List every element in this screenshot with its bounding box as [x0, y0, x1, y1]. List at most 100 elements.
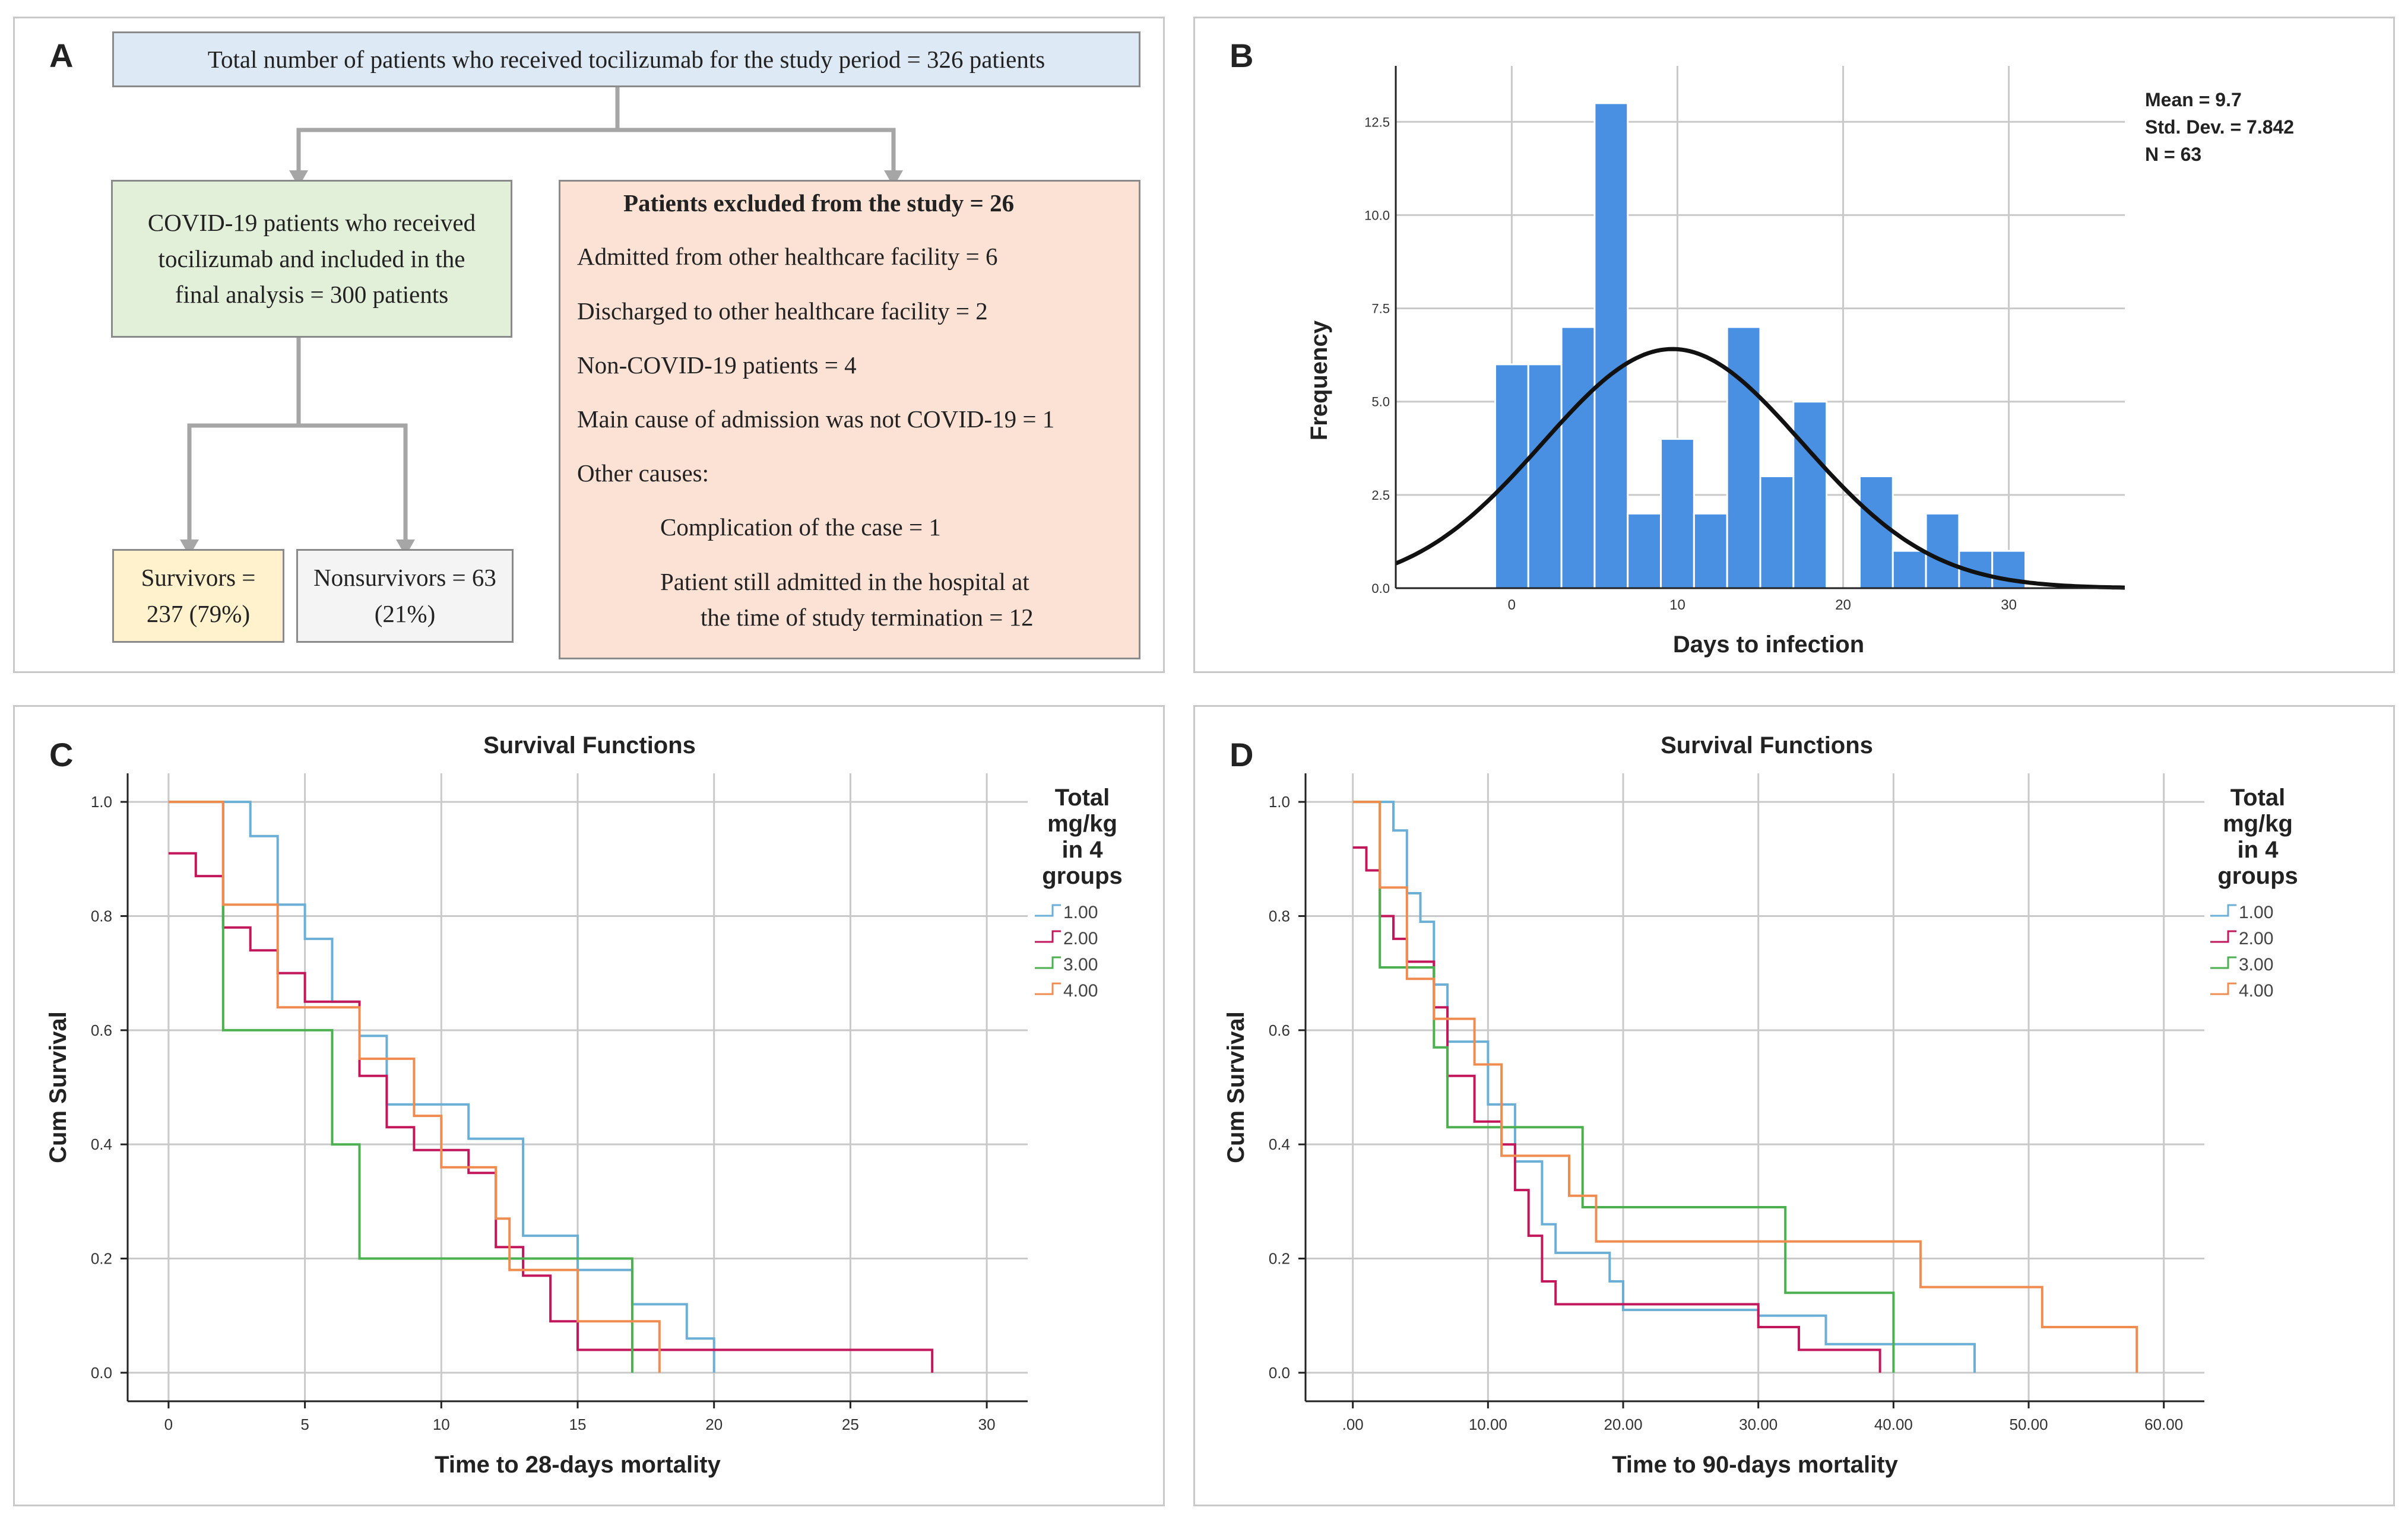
- survival-chart-28-days: Survival Functions 0 5 10 15 20 25 30 0.0 0.2 0.4 0…: [45, 732, 1123, 1478]
- x-tick-label: 60.00: [2144, 1416, 2183, 1433]
- y-tick-label: 5.0: [1371, 395, 1390, 410]
- x-tick-label: 25: [842, 1416, 859, 1433]
- legend-swatch: [2210, 930, 2236, 943]
- legend-label: 3.00: [2239, 955, 2273, 975]
- x-tick-label: 5: [300, 1416, 309, 1433]
- other-cause-item: Complication of the case = 1: [660, 513, 941, 541]
- legend-title-line: groups: [1042, 863, 1123, 889]
- x-tick-label: 10.00: [1469, 1416, 1507, 1433]
- x-axis-title: Time to 28-days mortality: [435, 1452, 721, 1478]
- y-tick-label: 0.8: [1269, 907, 1290, 925]
- y-tick-label: 2.5: [1371, 488, 1390, 503]
- y-tick-label: 1.0: [91, 793, 112, 811]
- total-patients-text: Total number of patients who received to…: [207, 45, 1045, 73]
- x-tick-label: .00: [1342, 1416, 1364, 1433]
- legend-swatch: [1035, 930, 1061, 943]
- panel-a: A Total number of patients who received …: [13, 17, 1165, 673]
- x-tick-label: 20: [705, 1416, 723, 1433]
- excluded-title: Patients excluded from the study = 26: [623, 189, 1015, 217]
- panel-c-label: C: [49, 736, 74, 773]
- histogram-bar: [1527, 363, 1563, 589]
- histogram-bar: [1891, 550, 1927, 589]
- y-tick-label: 10.0: [1364, 208, 1390, 223]
- arrow-head-included: [289, 170, 308, 187]
- y-tick-label: 0.0: [1371, 581, 1390, 596]
- chart-title: Survival Functions: [1661, 732, 1873, 758]
- legend-swatch: [1035, 904, 1061, 917]
- legend-title: Total mg/kg in 4 groups: [1042, 785, 1123, 889]
- normal-curve: [1395, 347, 2125, 590]
- x-tick-label: 30.00: [1739, 1416, 1778, 1433]
- x-tick-label: 50.00: [2009, 1416, 2048, 1433]
- legend-label: 2.00: [1063, 929, 1098, 948]
- y-tick-label: 0.0: [91, 1364, 112, 1382]
- y-tick-label: 0.2: [1269, 1250, 1290, 1268]
- excluded-patients-box: Patients excluded from the study = 26 Ad…: [559, 180, 1140, 659]
- y-tick-label: 1.0: [1269, 793, 1290, 811]
- x-tick-label: 30: [2001, 597, 2017, 613]
- survivors-text: Survivors = 237 (79%): [141, 564, 256, 627]
- total-patients-box: Total number of patients who received to…: [112, 31, 1140, 87]
- y-tick-label: 0.4: [91, 1135, 112, 1153]
- nonsurvivors-text: Nonsurvivors = 63 (21%): [313, 564, 496, 627]
- legend-swatch: [2210, 982, 2236, 995]
- histogram-bar: [1726, 326, 1761, 589]
- arrow-head-survivors: [180, 539, 199, 556]
- included-patients-text: COVID-19 patients who received tocilizum…: [147, 208, 476, 309]
- survival-series-3.00: [1352, 801, 1895, 1373]
- histogram-bar: [1627, 512, 1662, 589]
- panel-c: C Survival Functions 0 5 10 15 20 25 30 0.0 0.2 0.…: [13, 705, 1165, 1506]
- flow-connectors: [180, 87, 903, 556]
- x-tick-label: 10: [433, 1416, 450, 1433]
- legend-title-line: in 4: [2238, 837, 2279, 863]
- y-tick-label: 0.0: [1269, 1364, 1290, 1382]
- survival-series-4.00: [168, 801, 661, 1373]
- x-tick-label: 20.00: [1604, 1416, 1642, 1433]
- y-axis-title: Frequency: [1306, 320, 1332, 440]
- histogram-bar: [1560, 326, 1596, 589]
- excluded-item: Admitted from other healthcare facility …: [577, 243, 998, 270]
- legend-title-line: groups: [2217, 863, 2298, 889]
- stats-text: Std. Dev. = 7.842: [2145, 116, 2294, 138]
- histogram-bar: [1660, 438, 1695, 589]
- y-tick-label: 0.6: [1269, 1021, 1290, 1039]
- panel-b-label: B: [1230, 37, 1254, 74]
- y-tick-label: 0.4: [1269, 1135, 1290, 1153]
- legend-swatch: [1035, 956, 1061, 969]
- panel-a-label: A: [49, 37, 74, 74]
- legend-title-line: mg/kg: [1047, 811, 1117, 837]
- x-axis-title: Time to 90-days mortality: [1612, 1452, 1898, 1478]
- x-tick-label: 15: [569, 1416, 587, 1433]
- other-cause-item: Patient still admitted in the hospital a…: [660, 568, 1029, 595]
- histogram-bar: [1792, 401, 1828, 589]
- legend-swatch: [2210, 904, 2236, 917]
- y-tick-label: 7.5: [1371, 302, 1390, 316]
- histogram-bar: [1759, 475, 1795, 589]
- stats-text: Mean = 9.7: [2145, 89, 2242, 110]
- histogram-bar: [1693, 512, 1728, 589]
- included-patients-box: COVID-19 patients who received tocilizum…: [111, 180, 512, 338]
- legend-label: 1.00: [2239, 903, 2273, 922]
- y-tick-label: 0.6: [91, 1021, 112, 1039]
- x-tick-label: 30: [978, 1416, 996, 1433]
- y-axis-title: Cum Survival: [1223, 1011, 1249, 1163]
- excluded-item: Main cause of admission was not COVID-19…: [577, 405, 1055, 433]
- survival-series-4.00: [1352, 801, 2138, 1373]
- y-axis-title: Cum Survival: [45, 1011, 71, 1163]
- x-tick-label: 0: [164, 1416, 173, 1433]
- x-tick-label: 10: [1669, 597, 1685, 613]
- legend-title-line: mg/kg: [2223, 811, 2293, 837]
- nonsurvivors-box: Nonsurvivors = 63 (21%): [296, 549, 514, 643]
- legend-label: 3.00: [1063, 955, 1098, 975]
- histogram-bar: [1593, 102, 1629, 589]
- survivors-box: Survivors = 237 (79%): [112, 549, 284, 643]
- legend-swatch: [2210, 956, 2236, 969]
- survival-series-2.00: [168, 852, 934, 1373]
- panel-d: D Survival Functions .00 10.00 20.00 30.00 40…: [1193, 705, 2395, 1506]
- legend-title-line: in 4: [1062, 837, 1104, 863]
- histogram-bar: [1858, 475, 1894, 589]
- legend-label: 2.00: [2239, 929, 2273, 948]
- x-tick-label: 0: [1508, 597, 1516, 613]
- excluded-item: Non-COVID-19 patients = 4: [577, 351, 857, 379]
- x-tick-label: 40.00: [1874, 1416, 1913, 1433]
